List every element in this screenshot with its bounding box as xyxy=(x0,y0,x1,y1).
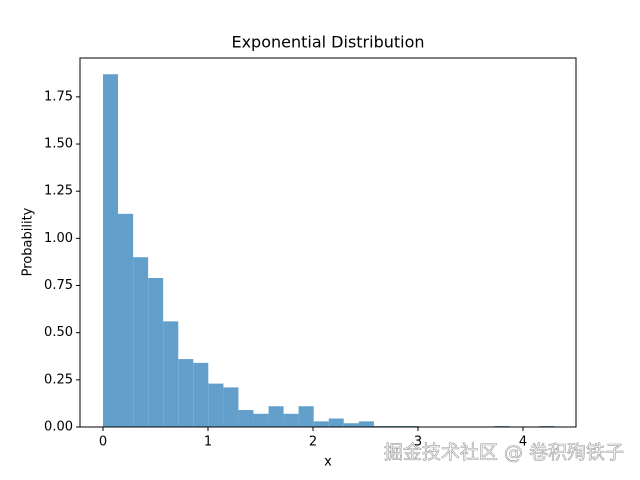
bar xyxy=(163,321,179,427)
y-tick-label: 0.00 xyxy=(44,420,73,435)
x-tick-label: 4 xyxy=(519,435,527,450)
y-tick-label: 0.75 xyxy=(44,278,73,293)
bar xyxy=(133,257,149,427)
bar xyxy=(268,406,284,427)
bar xyxy=(118,213,134,427)
y-tick-label: 1.50 xyxy=(44,137,73,152)
bar xyxy=(298,406,314,427)
bar xyxy=(148,277,164,427)
bar xyxy=(328,418,344,427)
y-tick-label: 1.00 xyxy=(44,231,73,246)
x-tick-label: 2 xyxy=(309,435,317,450)
chart-title: Exponential Distribution xyxy=(231,33,424,52)
x-tick-label: 3 xyxy=(414,435,422,450)
x-axis-label: x xyxy=(324,455,332,470)
bar xyxy=(283,413,299,427)
bar xyxy=(102,74,119,427)
bar xyxy=(178,359,194,427)
bar xyxy=(313,421,329,427)
bar xyxy=(223,387,239,427)
y-axis-label: Probability xyxy=(21,207,36,276)
bar xyxy=(208,383,224,427)
bar xyxy=(253,413,269,427)
axes-frame xyxy=(79,57,577,428)
x-tick-label: 0 xyxy=(99,435,107,450)
bar xyxy=(193,362,209,427)
y-tick-label: 1.75 xyxy=(44,89,73,104)
x-tick-label: 1 xyxy=(204,435,212,450)
y-tick-label: 0.25 xyxy=(44,372,73,387)
y-tick-label: 0.50 xyxy=(44,325,73,340)
watermark: 掘金技术社区 @ 卷积殉铁子 xyxy=(384,442,624,464)
bar xyxy=(343,423,359,427)
bar xyxy=(238,410,254,427)
bar xyxy=(358,421,374,427)
y-tick-label: 1.25 xyxy=(44,184,73,199)
